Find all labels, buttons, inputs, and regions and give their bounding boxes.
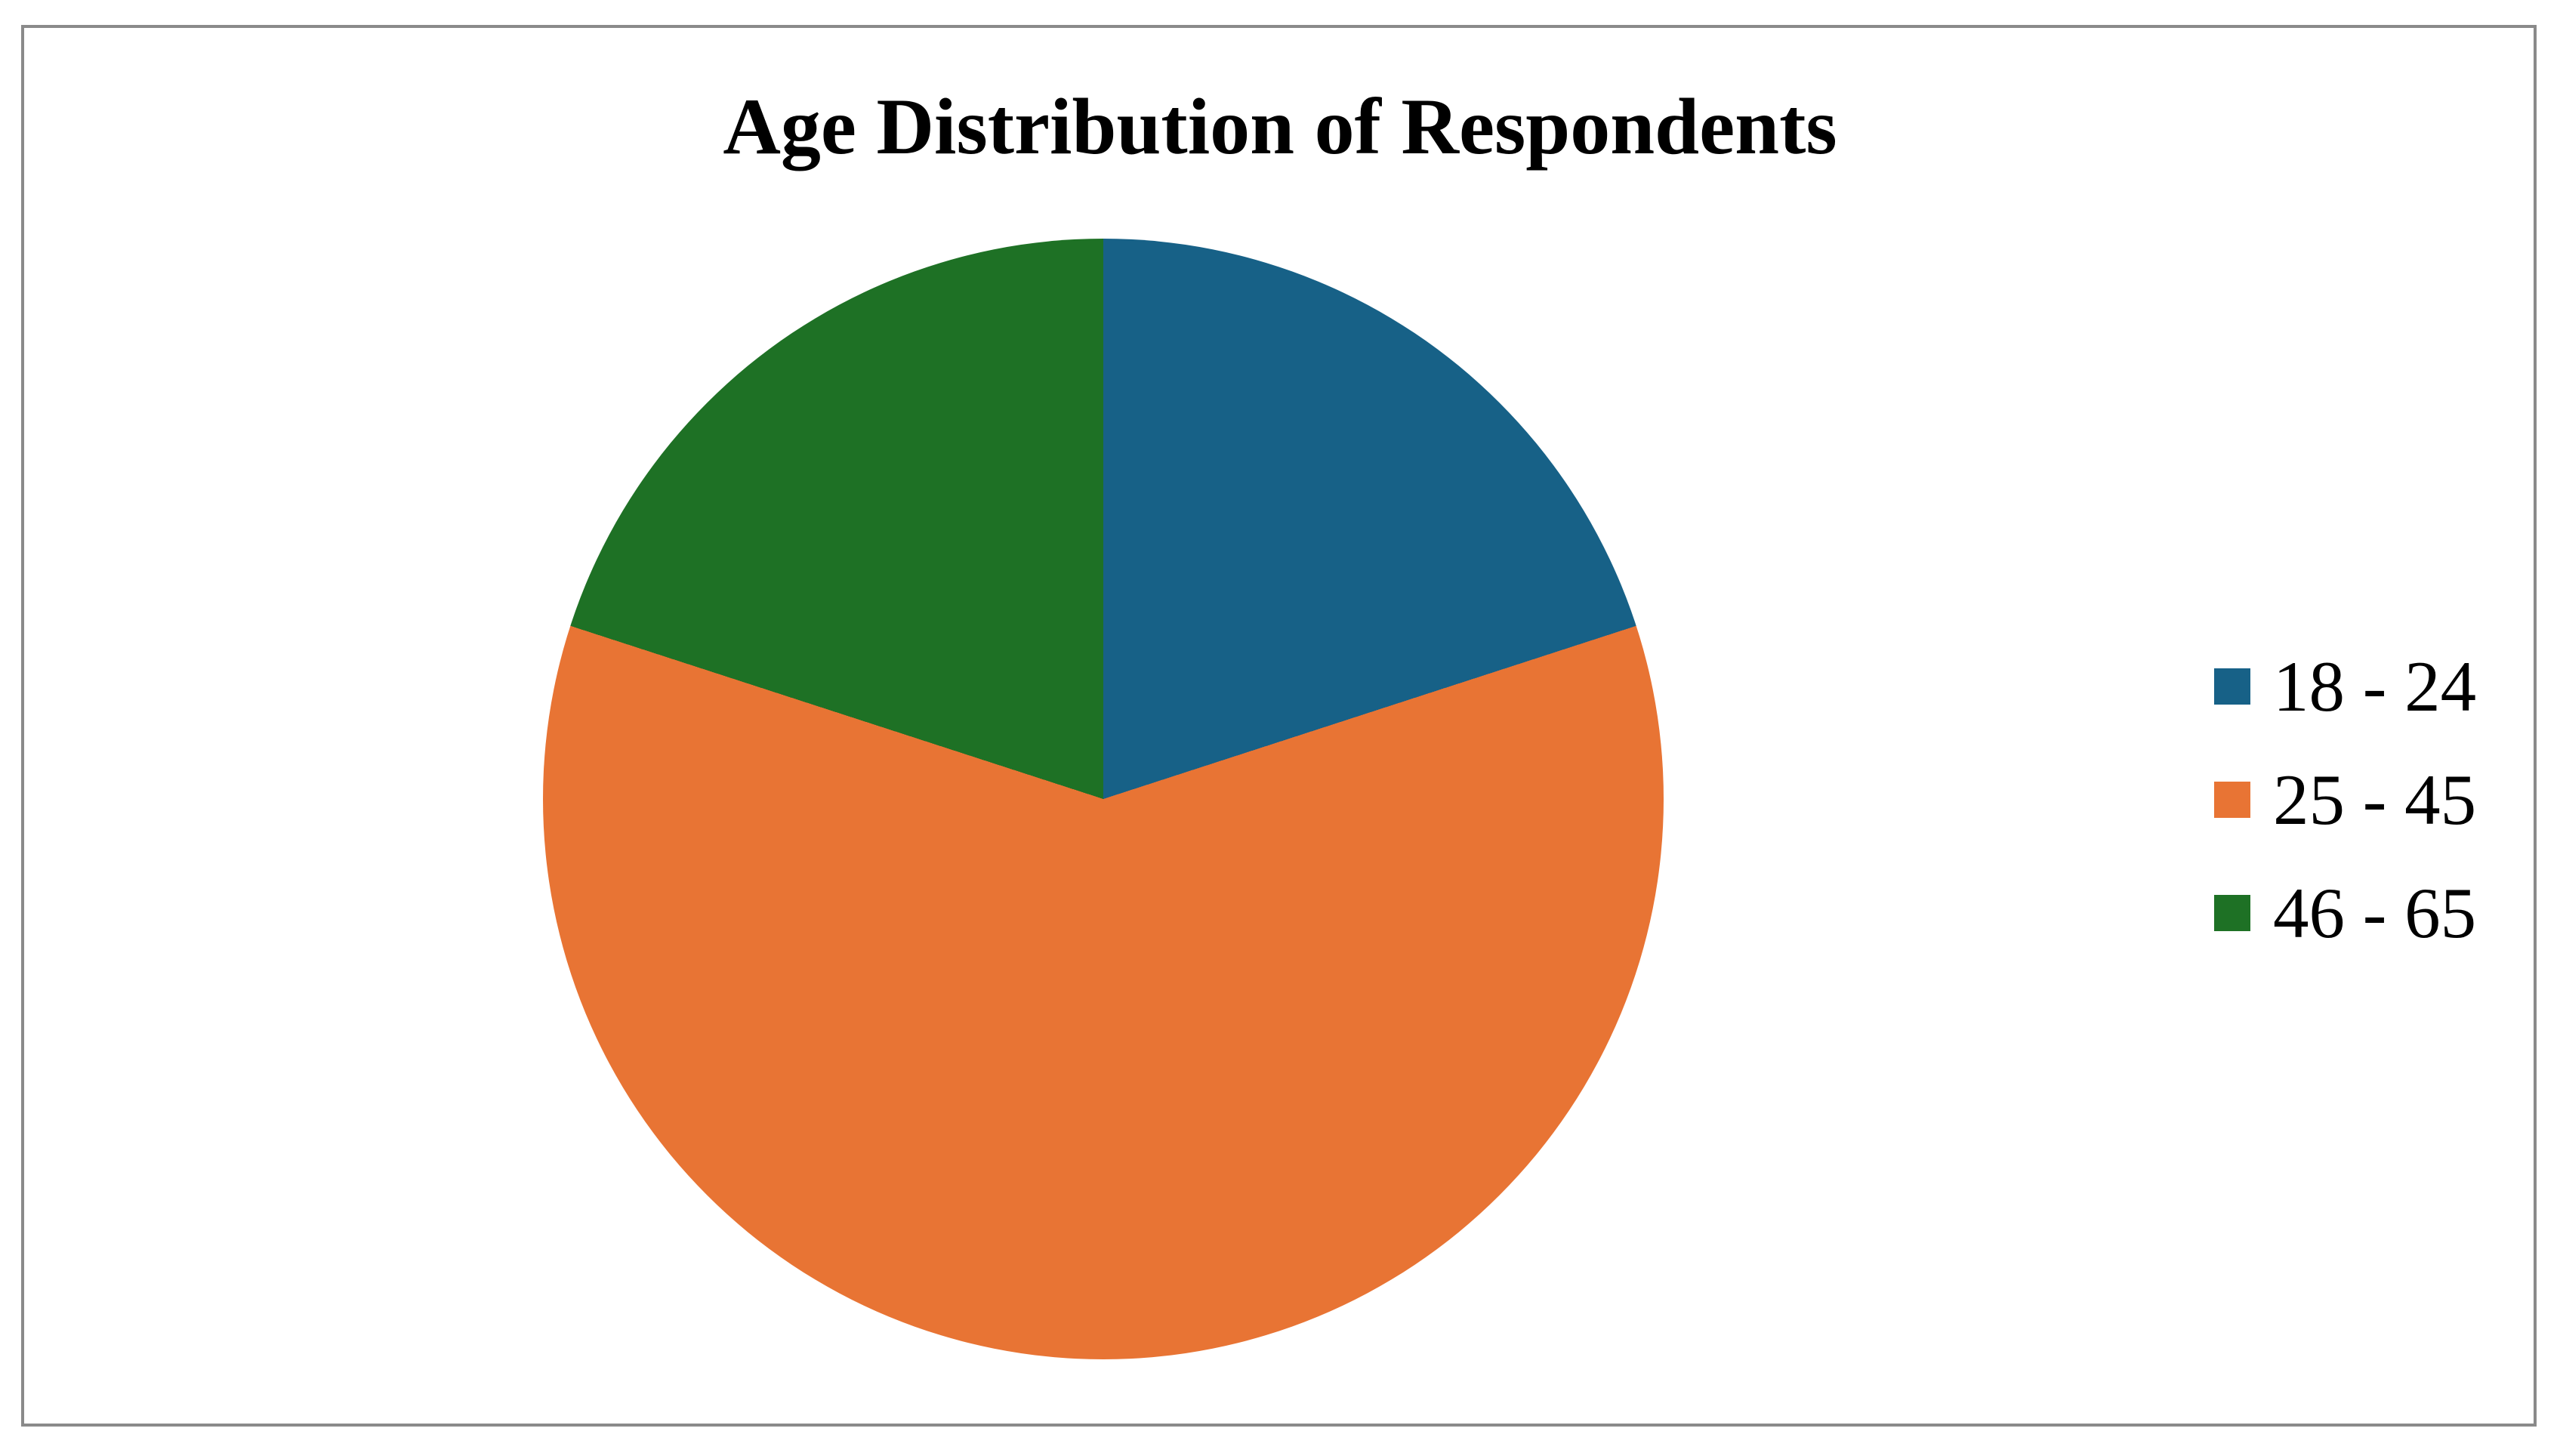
legend-label: 18 - 24: [2273, 646, 2477, 726]
legend-label: 46 - 65: [2273, 872, 2477, 953]
legend-item: 25 - 45: [2214, 761, 2476, 838]
legend-item: 46 - 65: [2214, 875, 2476, 952]
pie-chart: [543, 239, 1664, 1359]
legend-swatch-green-icon: [2214, 895, 2250, 931]
legend-item: 18 - 24: [2214, 648, 2476, 725]
legend: 18 - 24 25 - 45 46 - 65: [2214, 648, 2476, 988]
legend-label: 25 - 45: [2273, 759, 2477, 840]
legend-swatch-blue-icon: [2214, 668, 2250, 705]
legend-swatch-orange-icon: [2214, 782, 2250, 818]
chart-title: Age Distribution of Respondents: [723, 82, 1837, 171]
